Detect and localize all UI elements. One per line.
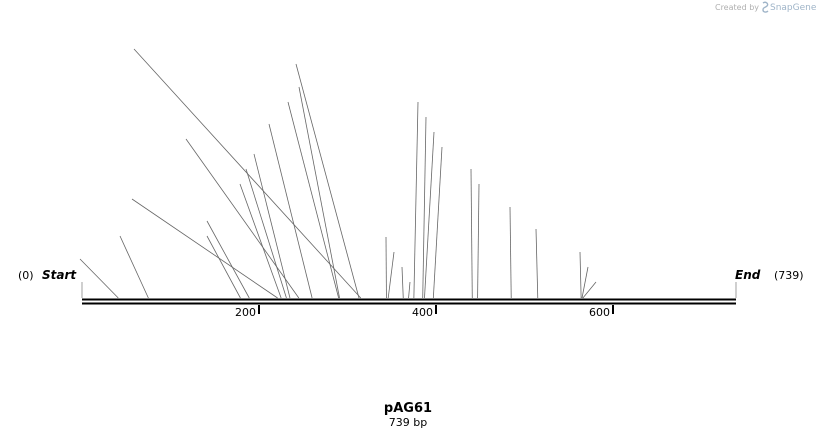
leader-bstapi: [408, 281, 411, 299]
leader-bsgi: [387, 251, 395, 299]
plasmid-name: pAG61: [384, 401, 432, 416]
leader-acli: [119, 235, 149, 299]
leader-nsii: [470, 168, 473, 299]
leader-pvui: [477, 183, 480, 299]
leader-ppumi: [131, 198, 278, 299]
scale-ticks: 200 400 600: [235, 305, 614, 319]
leader-econi: [268, 123, 313, 299]
credit-brand[interactable]: SnapGene: [770, 3, 817, 13]
credit-prefix: Created by: [715, 3, 759, 12]
leader-acui: [432, 146, 443, 299]
snapgene-logo-icon: [762, 1, 769, 13]
scale-tick-label: 600: [589, 306, 610, 319]
scale-tick-label: 200: [235, 306, 256, 319]
plasmid-length: 739 bp: [389, 416, 427, 429]
dna-backbone: [81, 282, 737, 305]
leader-ngomiv: [422, 116, 427, 299]
leader-pvuii: [185, 138, 300, 299]
leader-apoi: [206, 235, 241, 299]
end-label: End: [735, 268, 761, 282]
leader-pflmi: [79, 258, 119, 299]
leader-lines: [79, 48, 597, 299]
leader-mmei: [413, 101, 419, 299]
scale-tick-label: 400: [412, 306, 433, 319]
leader-naei: [424, 131, 435, 299]
leader-bmti: [253, 153, 291, 299]
leader-bsaai: [206, 220, 250, 299]
leader-acci: [581, 266, 589, 299]
leader-nhei: [245, 168, 287, 299]
leader-bsahi: [287, 101, 340, 299]
end-position: (739): [774, 269, 804, 282]
leader-haeii: [535, 228, 539, 299]
leader-absi: [239, 183, 282, 299]
start-position: (0): [18, 269, 34, 282]
leader-btgi: [509, 206, 512, 299]
leader-eco53ki: [295, 63, 360, 299]
leader-hincii: [582, 281, 597, 299]
leader-bsrdi: [298, 86, 340, 299]
leader-btsi: [401, 266, 404, 299]
leader-saci: [133, 48, 362, 299]
start-label: Start: [42, 268, 77, 282]
leader-sali: [579, 251, 582, 299]
